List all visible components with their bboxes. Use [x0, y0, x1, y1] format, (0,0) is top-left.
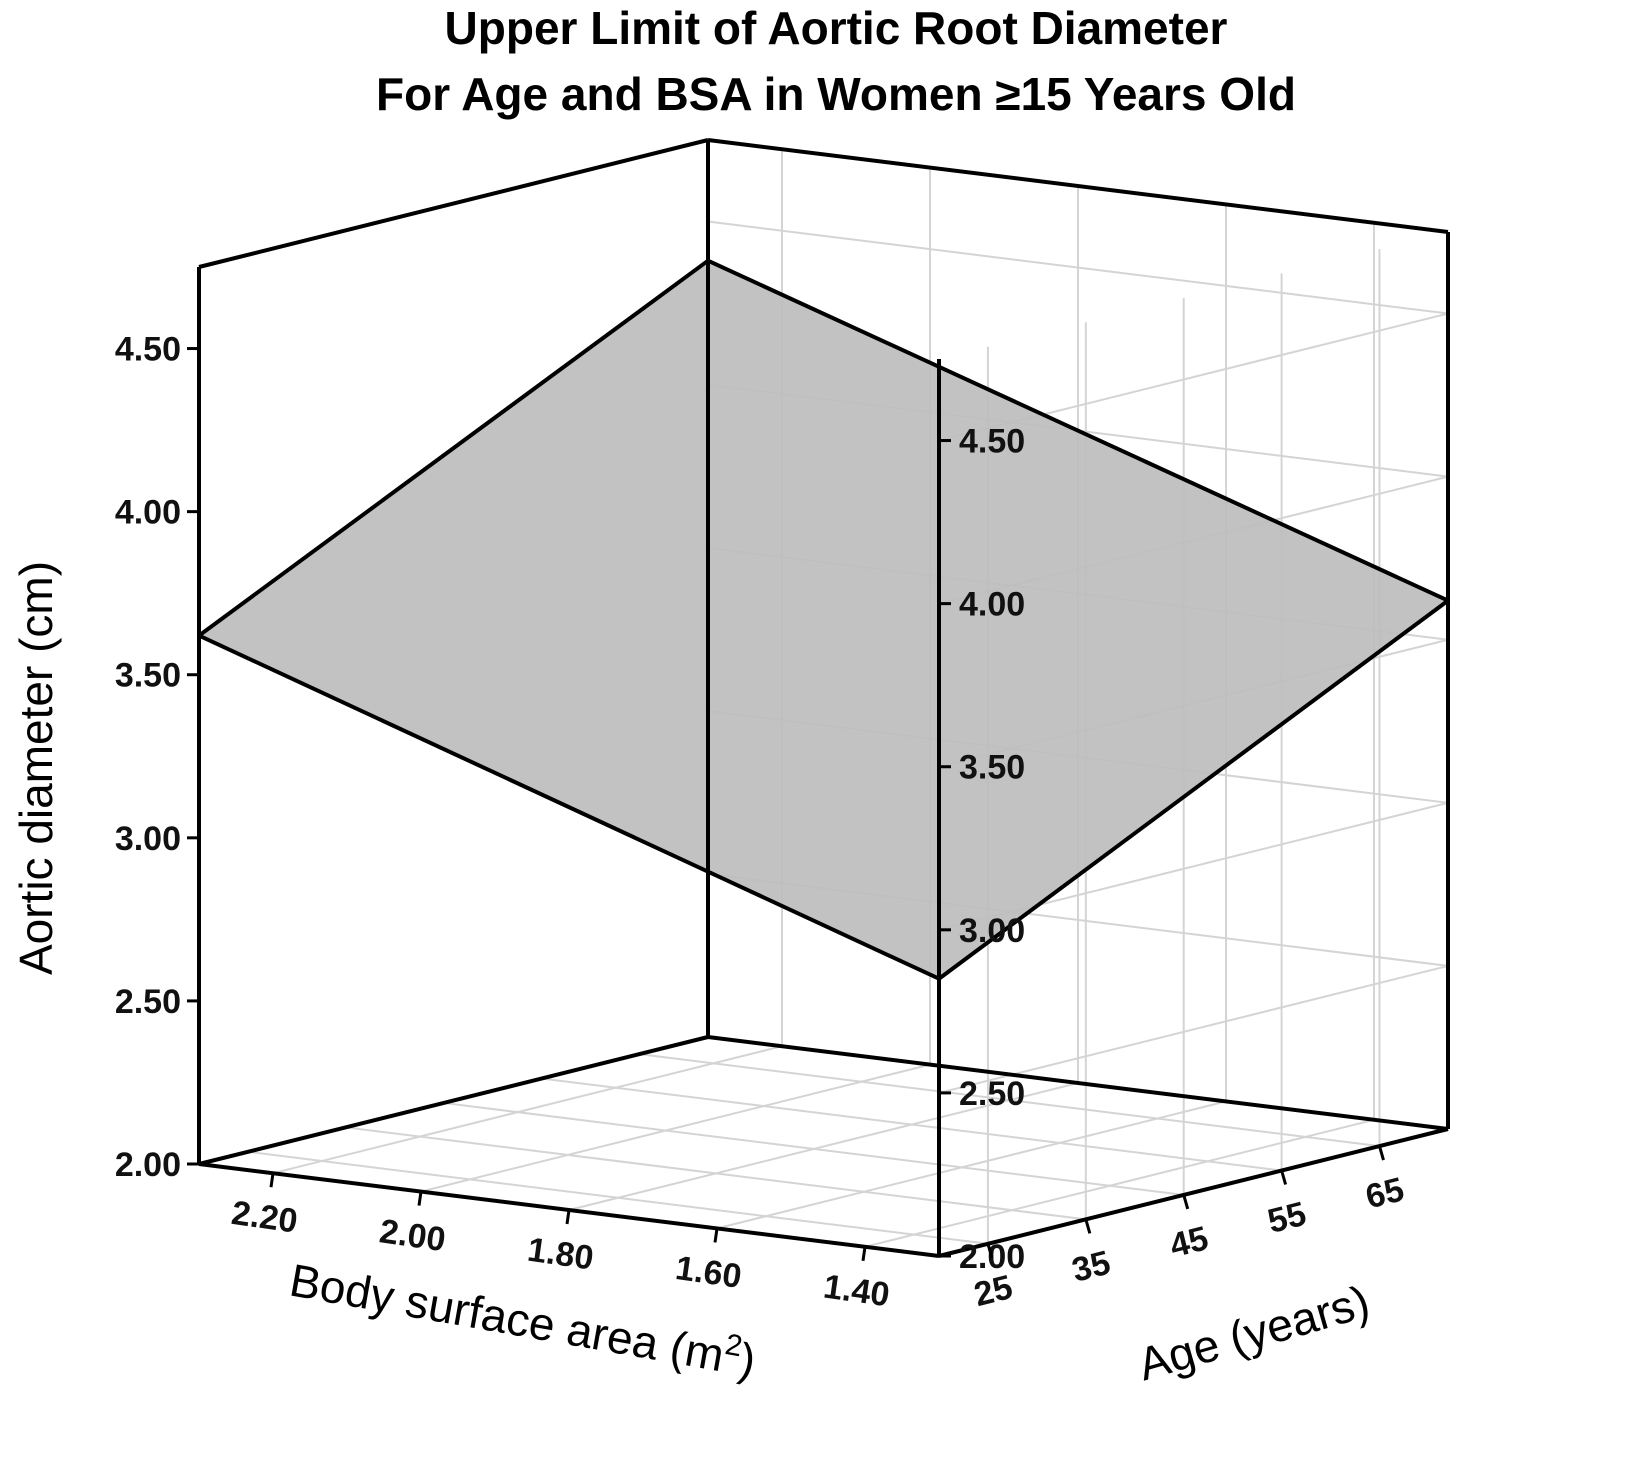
gridline-floor-age — [443, 1101, 1184, 1196]
chart-subtitle: For Age and BSA in Women ≥15 Years Old — [376, 68, 1296, 120]
gridline-floor-bsa — [864, 1118, 1375, 1248]
z-tick-label-left: 3.00 — [115, 820, 181, 858]
surface-plane — [197, 258, 1450, 981]
z-tick-label-right: 2.50 — [959, 1075, 1025, 1113]
gridline-floor-bsa — [716, 1100, 1227, 1230]
age-tick-mark — [1280, 1170, 1288, 1185]
top-left-edge — [198, 138, 709, 269]
bsa-tick-label: 1.80 — [525, 1231, 596, 1278]
gridline-floor-age — [639, 1053, 1380, 1148]
gridline-floor-age — [247, 1150, 989, 1245]
tick-labels: 2.00 2.50 3.00 3.50 4.00 4.50 2.00 2.50 3.00 3.50… — [115, 331, 1408, 1315]
gridline-floor-bsa — [272, 1045, 783, 1175]
floor-left-edge — [198, 1035, 709, 1166]
age-tick-label: 35 — [1068, 1244, 1114, 1290]
bsa-tick-mark — [565, 1209, 571, 1225]
bsa-tick-label: 2.20 — [229, 1194, 300, 1241]
z-tick-label-left: 2.50 — [115, 983, 181, 1021]
z-tick-label-left: 4.00 — [115, 494, 181, 532]
bsa-tick-label: 1.60 — [673, 1249, 744, 1296]
z-tick-label-left: 3.50 — [115, 657, 181, 695]
age-tick-label: 45 — [1166, 1219, 1212, 1265]
age-tick-label: 65 — [1362, 1170, 1408, 1216]
age-tick-mark — [1182, 1194, 1190, 1210]
bsa-tick-mark — [269, 1172, 275, 1188]
bsa-axis-label-sup: 2 — [723, 1328, 745, 1363]
age-tick-label: 25 — [970, 1268, 1016, 1314]
gridline-floor-age — [541, 1077, 1282, 1172]
top-back-edge — [707, 138, 1449, 234]
z-tick-label-left: 4.50 — [115, 331, 181, 369]
bsa-tick-mark — [713, 1228, 719, 1243]
gridline-right-wall-z — [938, 964, 1449, 1094]
z-tick-label-right: 3.50 — [959, 749, 1025, 787]
z-tick-label-left: 2.00 — [115, 1146, 181, 1184]
z-axis-label: Aortic diameter (cm) — [10, 561, 62, 975]
gridline-floor-bsa — [420, 1063, 931, 1193]
z-tick-label-right: 3.00 — [959, 912, 1025, 950]
gridline-floor-age — [345, 1126, 1086, 1221]
bsa-tick-mark — [861, 1246, 867, 1262]
bsa-tick-label: 2.00 — [377, 1212, 448, 1259]
age-tick-mark — [986, 1243, 994, 1259]
z-tick-label-right: 4.00 — [959, 586, 1025, 624]
bsa-tick-mark — [417, 1191, 423, 1206]
bsa-tick-label: 1.40 — [821, 1267, 892, 1314]
age-axis-line — [938, 1127, 1449, 1258]
gridline-floor-bsa — [568, 1082, 1079, 1211]
surface-layer — [197, 258, 1450, 981]
floor-back-edge — [707, 1035, 1449, 1131]
chart-title: Upper Limit of Aortic Root Diameter — [445, 2, 1228, 54]
age-axis-label: Age (years) — [1132, 1275, 1375, 1391]
age-tick-mark — [1378, 1145, 1385, 1161]
age-tick-label: 55 — [1264, 1195, 1310, 1241]
z-tick-label-right: 4.50 — [959, 423, 1025, 461]
age-tick-mark — [1084, 1218, 1092, 1234]
bsa-axis-label-text: Body surface area (m — [286, 1254, 728, 1382]
